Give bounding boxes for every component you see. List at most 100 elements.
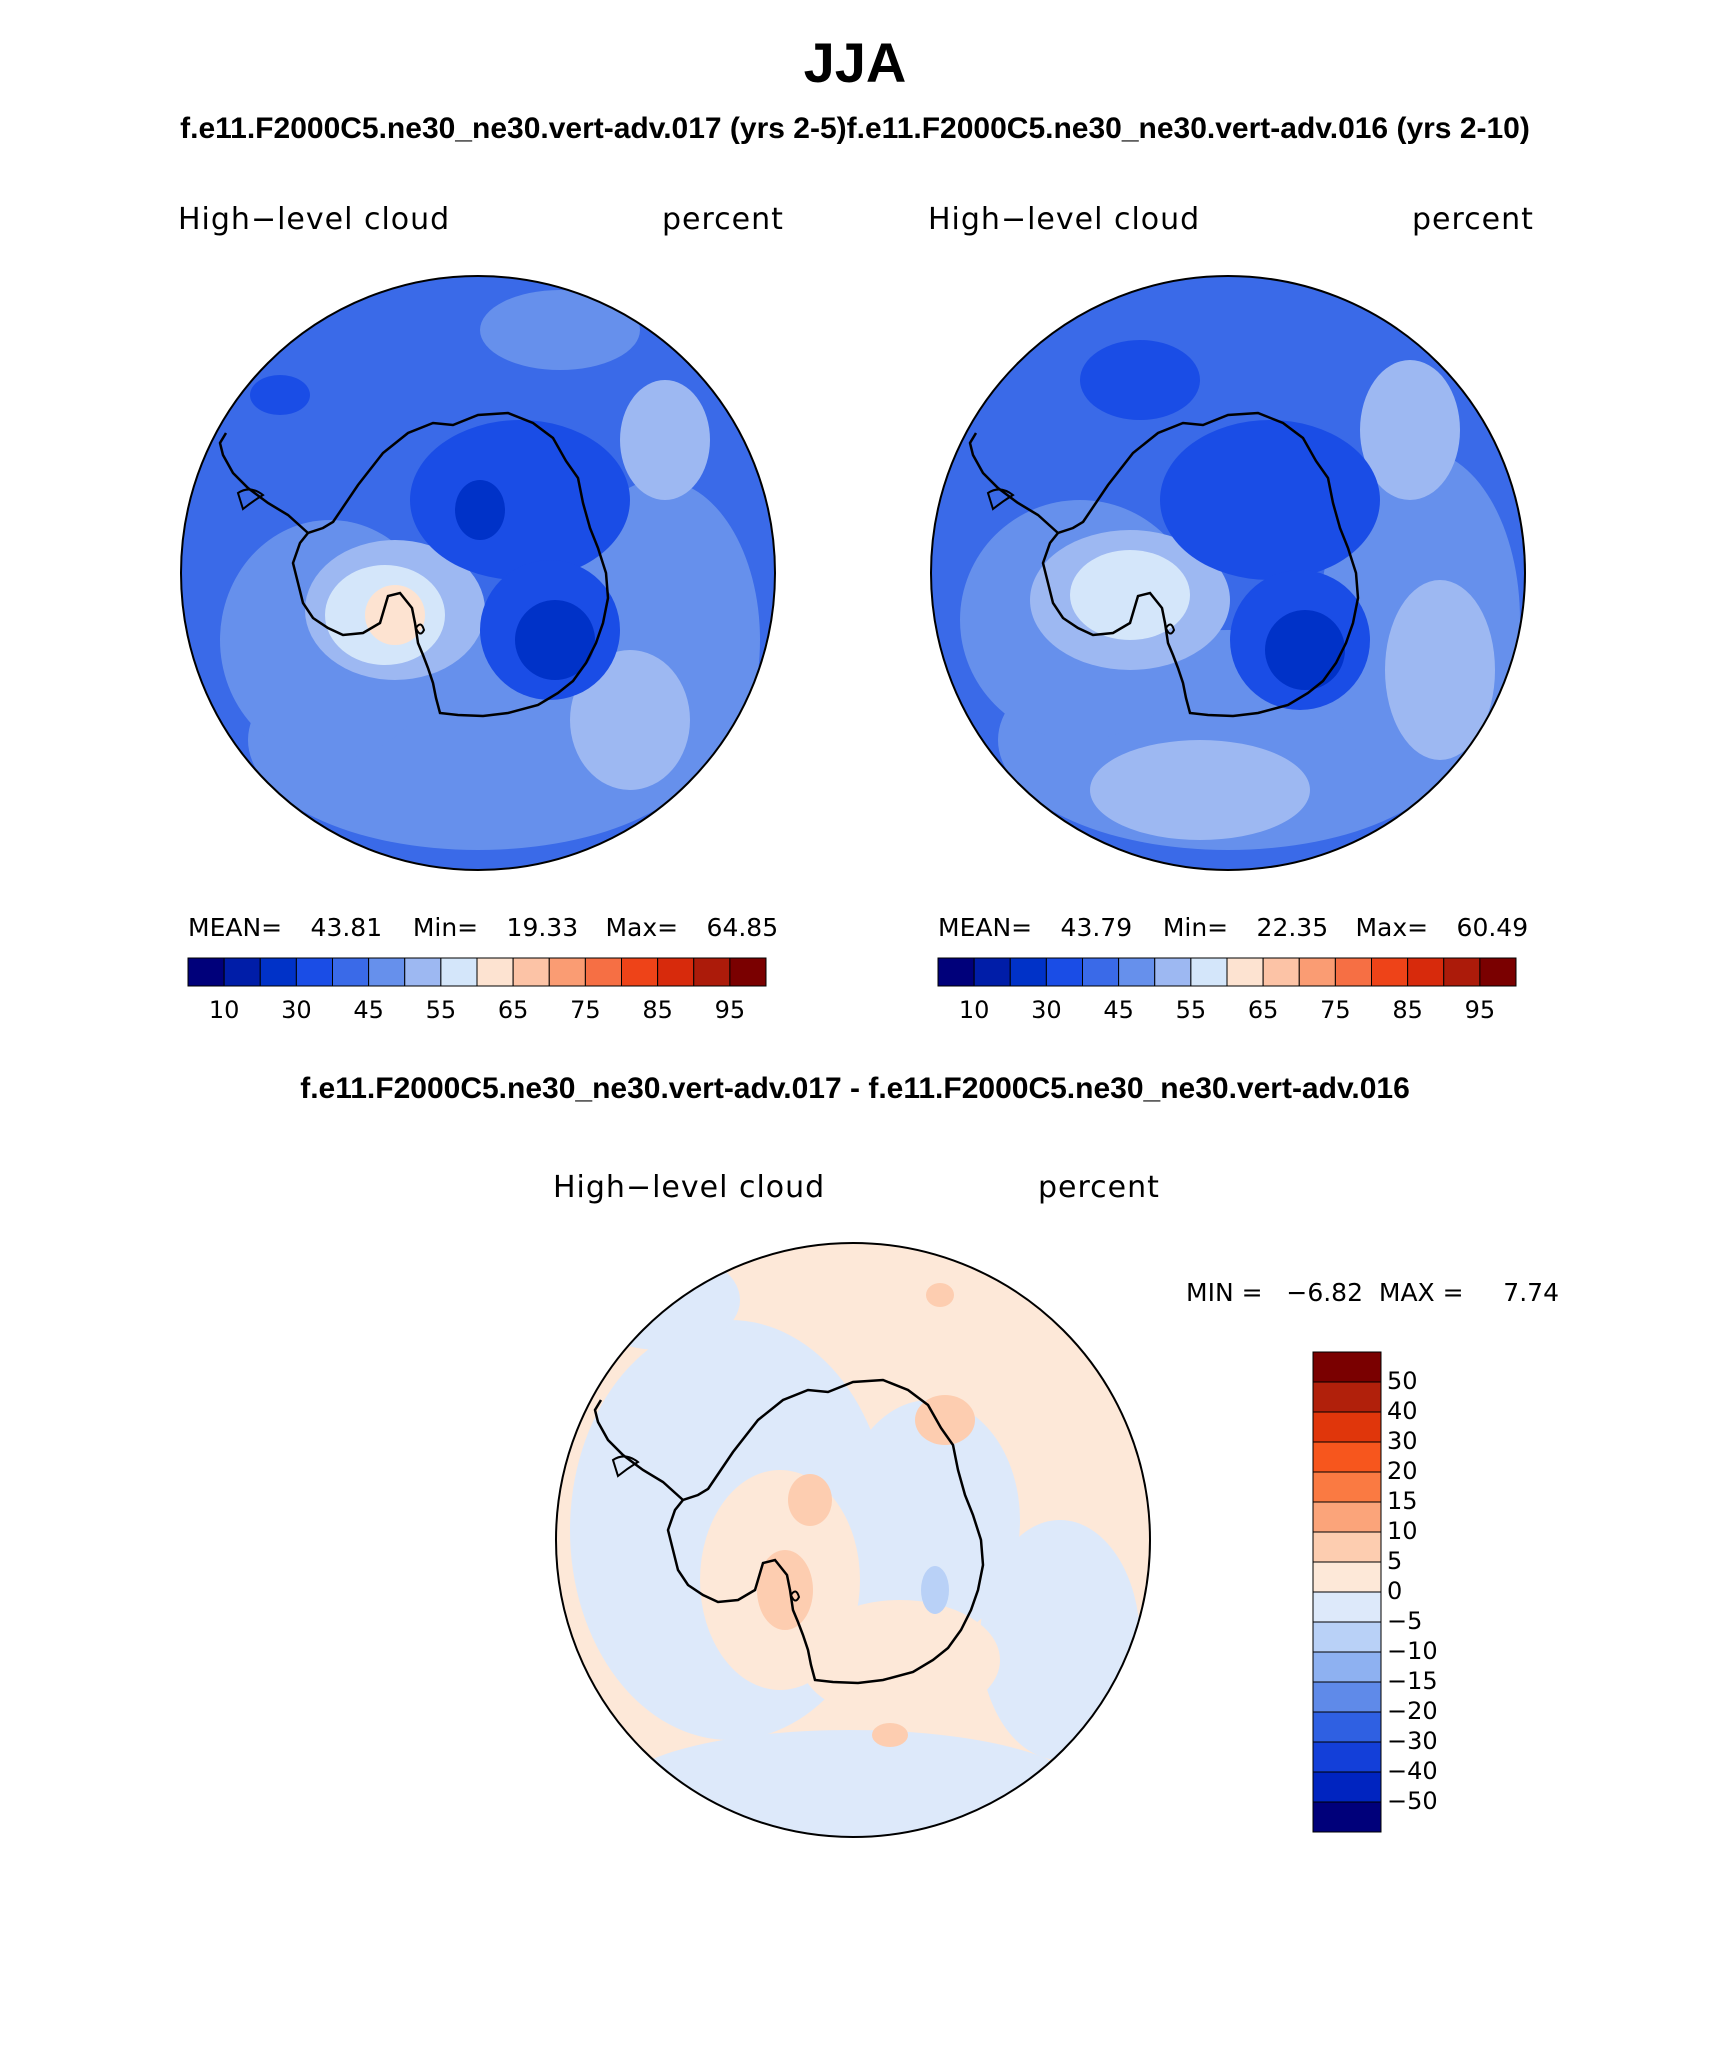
diff-colorbar-swatch bbox=[1312, 1351, 1382, 1383]
panel-a-colorbar-swatch bbox=[548, 957, 586, 987]
panel-b-colorbar-swatch bbox=[1371, 957, 1409, 987]
diff-colorbar-tick-label: 50 bbox=[1387, 1367, 1418, 1395]
diff-colorbar-tick-label: −40 bbox=[1387, 1757, 1438, 1785]
panel-b-colorbar-swatch bbox=[937, 957, 975, 987]
panel-a-colorbar-swatch bbox=[657, 957, 695, 987]
diff-colorbar-tick-label: −30 bbox=[1387, 1727, 1438, 1755]
panel-a-colorbar-tick-label: 65 bbox=[497, 996, 529, 1024]
panel-b-colorbar-tick-label: 85 bbox=[1392, 996, 1423, 1024]
panel-b-map bbox=[931, 276, 1525, 870]
panel-b-colorbar-tick-label: 75 bbox=[1320, 996, 1351, 1024]
diff-colorbar-tick-label: −20 bbox=[1387, 1697, 1438, 1725]
diff-colorbar-swatch bbox=[1312, 1621, 1382, 1653]
panel-b-colorbar-tick-label: 55 bbox=[1175, 996, 1207, 1024]
diff-colorbar-tick-label: 10 bbox=[1387, 1517, 1418, 1545]
panel-a-colorbar bbox=[187, 957, 767, 987]
diff-colorbar-tick-label: 20 bbox=[1387, 1457, 1418, 1485]
diff-colorbar-tick-label: 40 bbox=[1387, 1397, 1418, 1425]
panel-b-colorbar-swatch bbox=[1298, 957, 1336, 987]
panel-a-colorbar-swatch bbox=[621, 957, 659, 987]
diff-colorbar-swatch bbox=[1312, 1681, 1382, 1713]
panel-b-colorbar-swatch bbox=[1334, 957, 1372, 987]
diff-colorbar-swatch bbox=[1312, 1411, 1382, 1443]
diff-colorbar-tick-label: 15 bbox=[1387, 1487, 1418, 1515]
panel-b-colorbar-swatch bbox=[1262, 957, 1300, 987]
panel-a-map bbox=[181, 276, 775, 870]
panel-b-colorbar-swatch bbox=[1479, 957, 1517, 987]
panel-b-colorbar-swatch bbox=[1118, 957, 1156, 987]
panel-diff-units: percent bbox=[1038, 1170, 1160, 1205]
diff-colorbar-swatch bbox=[1312, 1591, 1382, 1623]
panel-a-colorbar-swatch bbox=[187, 957, 225, 987]
mean-label: MEAN= bbox=[938, 913, 1033, 942]
min-value: 19.33 bbox=[506, 913, 579, 942]
diff-colorbar-swatch bbox=[1312, 1531, 1382, 1563]
panel-b-colorbar-swatch bbox=[973, 957, 1011, 987]
panel-a-colorbar-tick-label: 45 bbox=[353, 996, 384, 1024]
panel-b-colorbar-swatch bbox=[1226, 957, 1264, 987]
panel-a-colorbar-tick-label: 10 bbox=[208, 996, 240, 1024]
diff-colorbar-tick-label: −5 bbox=[1387, 1607, 1423, 1635]
panel-b-stats: MEAN= 43.79 Min= 22.35 Max= 60.49 bbox=[938, 913, 1528, 942]
panel-b-colorbar-swatch bbox=[1045, 957, 1083, 987]
panel-b-units: percent bbox=[1412, 202, 1534, 237]
panel-a-colorbar-swatch bbox=[512, 957, 550, 987]
panel-b-colorbar-swatch bbox=[1009, 957, 1047, 987]
diff-colorbar-swatch bbox=[1312, 1771, 1382, 1803]
case-titles: f.e11.F2000C5.ne30_ne30.vert-adv.017 (yr… bbox=[0, 112, 1710, 146]
panel-b-colorbar-swatch bbox=[1154, 957, 1192, 987]
panel-a-colorbar-tick-label: 55 bbox=[425, 996, 457, 1024]
max-label: Max= bbox=[1355, 913, 1429, 942]
diff-colorbar-swatch bbox=[1312, 1471, 1382, 1503]
case-title-b: f.e11.F2000C5.ne30_ne30.vert-adv.016 (yr… bbox=[846, 112, 1530, 145]
panel-b-variable: High−level cloud bbox=[928, 202, 1201, 237]
panel-a-colorbar-tick-label: 85 bbox=[642, 996, 673, 1024]
case-title-a: f.e11.F2000C5.ne30_ne30.vert-adv.017 (yr… bbox=[180, 112, 847, 145]
diff-minmax: MIN = −6.82 MAX = 7.74 bbox=[1186, 1278, 1559, 1307]
panel-a-colorbar-swatch bbox=[729, 957, 767, 987]
diff-colorbar bbox=[1312, 1351, 1382, 1833]
diff-colorbar-tick-label: 30 bbox=[1387, 1427, 1418, 1455]
diff-colorbar-swatch bbox=[1312, 1441, 1382, 1473]
mean-label: MEAN= bbox=[188, 913, 283, 942]
diff-colorbar-tick-label: 5 bbox=[1387, 1547, 1403, 1575]
diff-colorbar-swatch bbox=[1312, 1741, 1382, 1773]
panel-a-colorbar-swatch bbox=[404, 957, 442, 987]
panel-a-colorbar-tick-label: 75 bbox=[570, 996, 601, 1024]
panel-a-variable: High−level cloud bbox=[178, 202, 451, 237]
panel-a-colorbar-swatch bbox=[223, 957, 261, 987]
min-label: Min= bbox=[412, 913, 479, 942]
panel-a-colorbar-swatch bbox=[476, 957, 514, 987]
diff-colorbar-tick-label: −10 bbox=[1387, 1637, 1438, 1665]
min-label: Min= bbox=[1162, 913, 1229, 942]
diff-colorbar-swatch bbox=[1312, 1561, 1382, 1593]
panel-b-colorbar bbox=[937, 957, 1517, 987]
diff-colorbar-swatch bbox=[1312, 1381, 1382, 1413]
diff-colorbar-swatch bbox=[1312, 1801, 1382, 1833]
panel-b-colorbar-tick-label: 65 bbox=[1247, 996, 1279, 1024]
panel-a-colorbar-swatch bbox=[440, 957, 478, 987]
min-value: 22.35 bbox=[1256, 913, 1329, 942]
diff-colorbar-swatch bbox=[1312, 1651, 1382, 1683]
panel-a-colorbar-tick-label: 95 bbox=[714, 996, 746, 1024]
panel-a-colorbar-swatch bbox=[693, 957, 731, 987]
panel-a-colorbar-swatch bbox=[259, 957, 297, 987]
panel-a-units: percent bbox=[662, 202, 784, 237]
diff-title: f.e11.F2000C5.ne30_ne30.vert-adv.017 - f… bbox=[300, 1072, 1410, 1105]
mean-value: 43.81 bbox=[310, 913, 383, 942]
panel-diff-variable: High−level cloud bbox=[553, 1170, 826, 1205]
panel-a-stats: MEAN= 43.81 Min= 19.33 Max= 64.85 bbox=[188, 913, 778, 942]
panel-b-colorbar-tick-label: 30 bbox=[1031, 996, 1062, 1024]
panel-b-colorbar-tick-label: 95 bbox=[1464, 996, 1496, 1024]
panel-a-colorbar-swatch bbox=[295, 957, 333, 987]
panel-b-colorbar-tick-label: 45 bbox=[1103, 996, 1134, 1024]
main-title: JJA bbox=[803, 31, 907, 94]
mean-value: 43.79 bbox=[1060, 913, 1133, 942]
max-value: 64.85 bbox=[706, 913, 779, 942]
panel-a-colorbar-swatch bbox=[332, 957, 370, 987]
panel-b-colorbar-swatch bbox=[1082, 957, 1120, 987]
diff-colorbar-swatch bbox=[1312, 1711, 1382, 1743]
diff-colorbar-swatch bbox=[1312, 1501, 1382, 1533]
diff-colorbar-tick-label: 0 bbox=[1387, 1577, 1403, 1605]
